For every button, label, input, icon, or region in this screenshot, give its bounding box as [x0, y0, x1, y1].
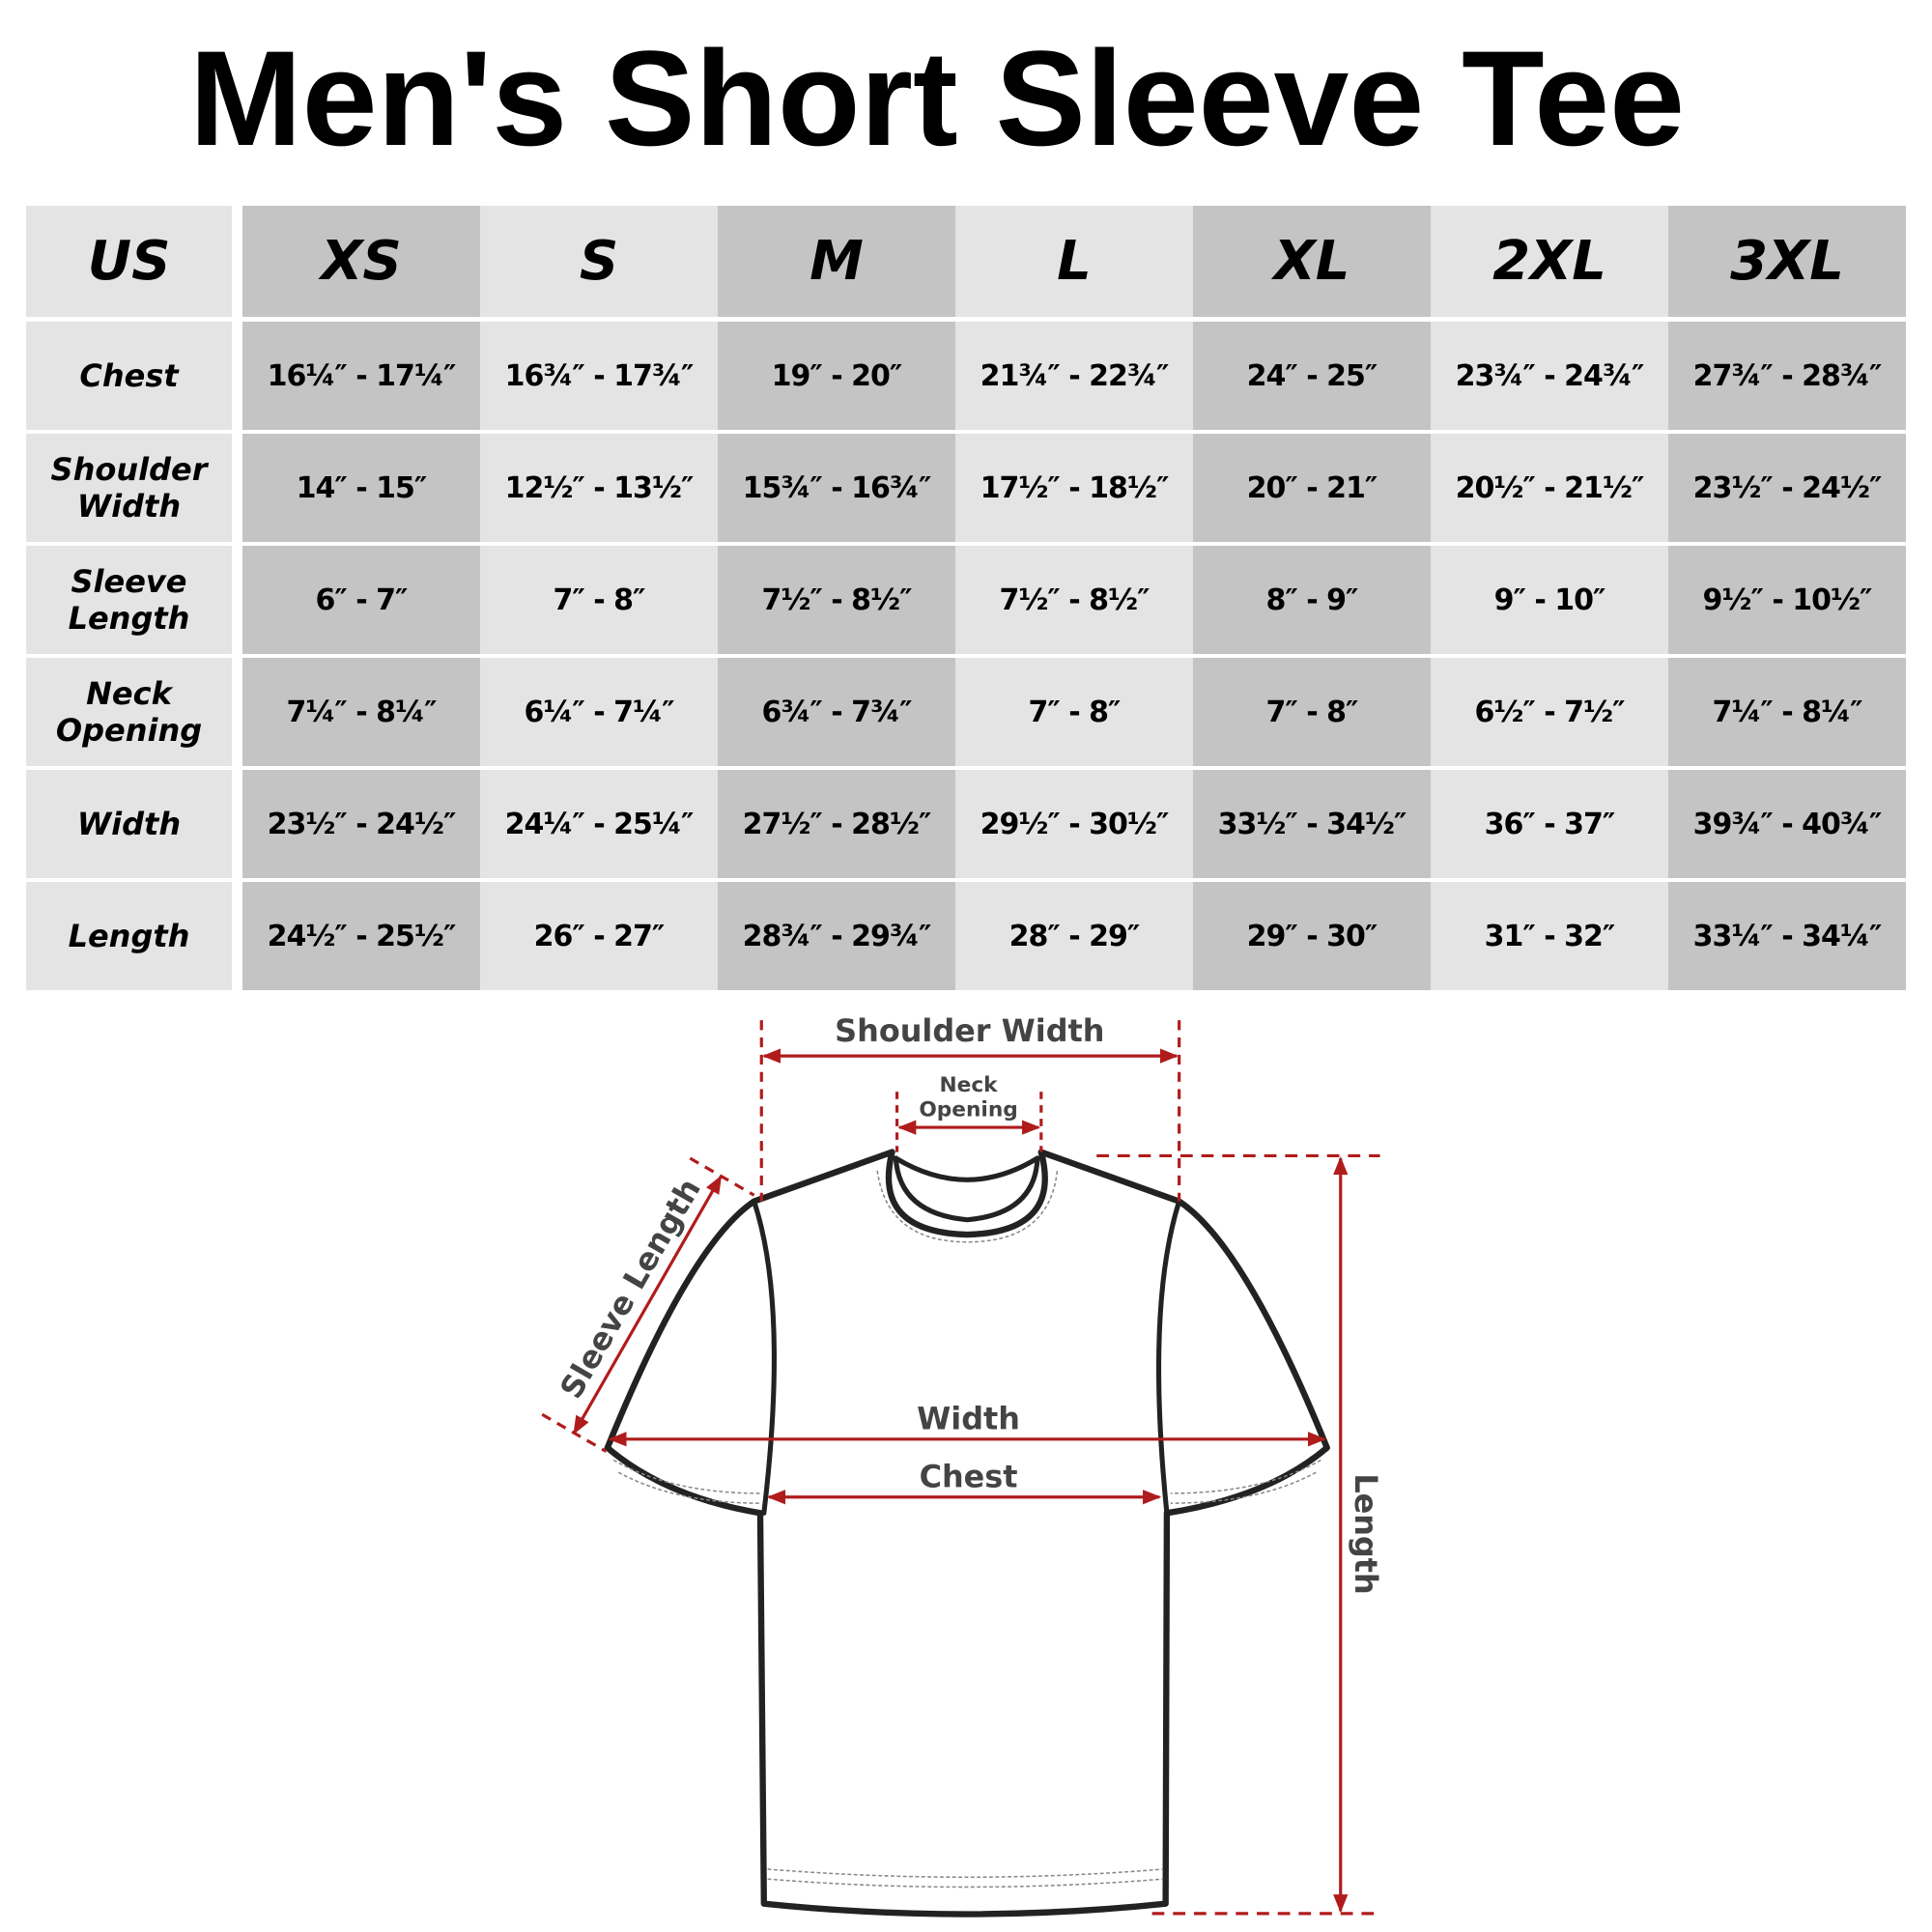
- table-cell: 29½″ - 30½″: [955, 770, 1193, 878]
- table-cell: 23¾″ - 24¾″: [1431, 322, 1668, 430]
- table-cell: 12½″ - 13½″: [480, 434, 718, 542]
- table-row-label: Width: [26, 770, 232, 878]
- sleeve-length-line: [573, 1175, 723, 1435]
- table-cell: 27¾″ - 28¾″: [1668, 322, 1906, 430]
- table-cell: 20″ - 21″: [1193, 434, 1431, 542]
- table-cell: 33½″ - 34½″: [1193, 770, 1431, 878]
- tshirt-outline: [604, 1149, 1330, 1918]
- shoulder-width-label: Shoulder Width: [835, 1012, 1104, 1049]
- table-header-size: 2XL: [1431, 206, 1668, 317]
- table-cell: 21¾″ - 22¾″: [955, 322, 1193, 430]
- table-cell: 7″ - 8″: [480, 546, 718, 654]
- table-header-size: L: [955, 206, 1193, 317]
- table-header-size: XS: [242, 206, 480, 317]
- table-cell: 16¼″ - 17¼″: [242, 322, 480, 430]
- measurement-lines: [541, 1020, 1380, 1916]
- table-cell: 31″ - 32″: [1431, 882, 1668, 990]
- table-cell: 20½″ - 21½″: [1431, 434, 1668, 542]
- table-cell: 6¾″ - 7¾″: [718, 658, 955, 766]
- table-cell: 7¼″ - 8¼″: [1668, 658, 1906, 766]
- table-row-label: Chest: [26, 322, 232, 430]
- page-title: Men's Short Sleeve Tee: [189, 22, 1685, 174]
- table-cell: 23½″ - 24½″: [1668, 434, 1906, 542]
- table-row-label: Shoulder Width: [26, 434, 232, 542]
- table-cell: 28¾″ - 29¾″: [718, 882, 955, 990]
- table-cell: 24¼″ - 25¼″: [480, 770, 718, 878]
- table-cell: 6″ - 7″: [242, 546, 480, 654]
- table-cell: 7″ - 8″: [1193, 658, 1431, 766]
- table-cell: 24½″ - 25½″: [242, 882, 480, 990]
- table-cell: 9″ - 10″: [1431, 546, 1668, 654]
- table-cell: 17½″ - 18½″: [955, 434, 1193, 542]
- table-cell: 8″ - 9″: [1193, 546, 1431, 654]
- table-cell: 7½″ - 8½″: [955, 546, 1193, 654]
- stitch-lines: [612, 1170, 1321, 1889]
- table-cell: 6½″ - 7½″: [1431, 658, 1668, 766]
- table-cell: 7½″ - 8½″: [718, 546, 955, 654]
- table-cell: 16¾″ - 17¾″: [480, 322, 718, 430]
- neck-opening-label-line1: Neck: [939, 1073, 998, 1097]
- table-cell: 7″ - 8″: [955, 658, 1193, 766]
- table-header-size: XL: [1193, 206, 1431, 317]
- table-cell: 27½″ - 28½″: [718, 770, 955, 878]
- table-cell: 39¾″ - 40¾″: [1668, 770, 1906, 878]
- table-row-label: Length: [26, 882, 232, 990]
- table-cell: 28″ - 29″: [955, 882, 1193, 990]
- table-cell: 6¼″ - 7¼″: [480, 658, 718, 766]
- table-cell: 7¼″ - 8¼″: [242, 658, 480, 766]
- table-cell: 36″ - 37″: [1431, 770, 1668, 878]
- table-header-size: 3XL: [1668, 206, 1906, 317]
- table-cell: 33¼″ - 34¼″: [1668, 882, 1906, 990]
- table-cell: 23½″ - 24½″: [242, 770, 480, 878]
- table-header-us: US: [26, 206, 232, 317]
- width-label: Width: [917, 1401, 1020, 1437]
- table-row-label: Neck Opening: [26, 658, 232, 766]
- length-label: Length: [1348, 1473, 1384, 1594]
- table-header-size: S: [480, 206, 718, 317]
- table-cell: 24″ - 25″: [1193, 322, 1431, 430]
- table-cell: 26″ - 27″: [480, 882, 718, 990]
- table-row-label: Sleeve Length: [26, 546, 232, 654]
- neck-opening-label-line2: Opening: [919, 1098, 1017, 1122]
- table-header-size: M: [718, 206, 955, 317]
- table-cell: 14″ - 15″: [242, 434, 480, 542]
- table-cell: 29″ - 30″: [1193, 882, 1431, 990]
- table-cell: 15¾″ - 16¾″: [718, 434, 955, 542]
- chest-label: Chest: [920, 1459, 1018, 1495]
- table-cell: 19″ - 20″: [718, 322, 955, 430]
- table-cell: 9½″ - 10½″: [1668, 546, 1906, 654]
